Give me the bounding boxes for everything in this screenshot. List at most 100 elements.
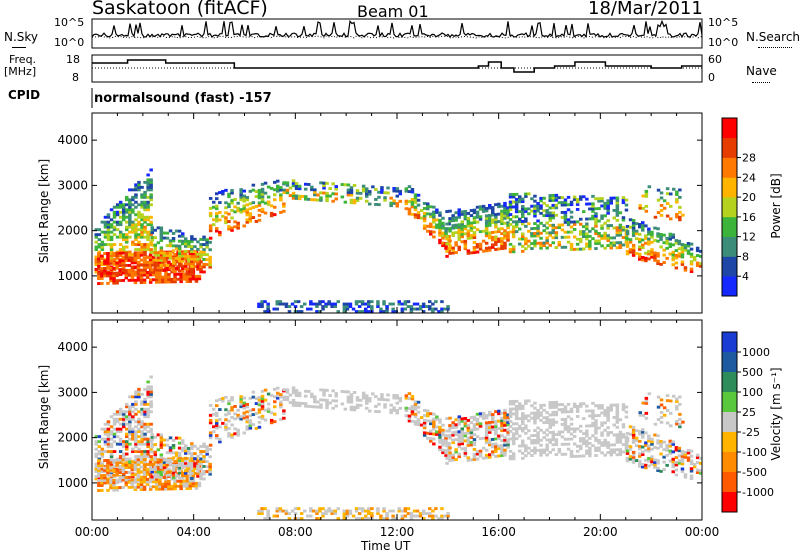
velocity-cell: [94, 475, 98, 478]
power-cell: [686, 249, 691, 253]
power-cell: [336, 310, 340, 313]
power-cell: [275, 300, 279, 304]
power-cell: [134, 223, 138, 227]
velocity-cell: [545, 443, 549, 447]
power-cell: [560, 235, 565, 239]
velocity-cell: [140, 425, 144, 429]
velocity-cell: [153, 460, 157, 464]
power-cell: [475, 228, 480, 232]
velocity-cell: [97, 457, 102, 461]
velocity-cell: [539, 443, 543, 447]
velocity-cell: [659, 445, 663, 448]
power-cell: [224, 201, 228, 205]
velocity-cell: [659, 416, 664, 419]
power-cell: [248, 189, 253, 193]
velocity-cell: [143, 415, 147, 419]
power-cell: [349, 186, 354, 190]
power-cell: [165, 256, 170, 260]
velocity-cell: [115, 481, 119, 485]
power-cell: [325, 196, 329, 200]
velocity-cell: [121, 478, 125, 482]
plot-title: Saskatoon (fitACF): [92, 0, 268, 19]
velocity-cell: [413, 405, 418, 409]
velocity-cell: [416, 400, 421, 404]
power-cell: [106, 261, 110, 265]
power-cell: [137, 233, 141, 237]
velocity-cell: [674, 461, 679, 464]
velocity-cell: [149, 392, 153, 396]
velocity-cell: [545, 418, 549, 422]
power-cell: [463, 210, 468, 213]
power-cell: [484, 216, 489, 220]
power-cell: [184, 262, 188, 266]
velocity-cell: [563, 427, 568, 431]
power-cell: [193, 255, 197, 259]
velocity-cell: [146, 395, 150, 399]
velocity-cell: [530, 404, 534, 408]
velocity-cell: [669, 411, 673, 415]
velocity-cell: [131, 475, 135, 478]
power-cell: [153, 261, 157, 264]
velocity-cell: [94, 447, 98, 451]
velocity-cell: [445, 449, 449, 453]
power-cell: [124, 271, 128, 275]
velocity-cell: [158, 480, 162, 484]
power-cell: [398, 199, 402, 203]
velocity-cell: [142, 485, 147, 489]
velocity-cell: [457, 442, 461, 446]
velocity-cell: [97, 450, 102, 453]
power-cell: [618, 226, 623, 230]
power-cell: [374, 188, 378, 191]
velocity-cell: [118, 412, 123, 416]
power-cell: [321, 305, 325, 308]
x-tick-label: 20:00: [583, 525, 618, 539]
velocity-cell: [112, 468, 116, 472]
velocity-cell: [155, 477, 159, 481]
velocity-cell: [106, 432, 111, 436]
power-cell: [588, 239, 592, 243]
velocity-cell: [242, 404, 246, 407]
velocity-cell: [699, 461, 703, 465]
velocity-cell: [168, 473, 173, 477]
velocity-cell: [438, 418, 442, 422]
velocity-cell: [451, 426, 455, 430]
velocity-cell: [644, 396, 649, 400]
power-cell: [282, 191, 287, 194]
power-cell: [354, 300, 359, 304]
power-cell: [266, 307, 270, 311]
power-cell: [128, 225, 132, 229]
power-cell: [158, 273, 162, 277]
power-cell: [650, 233, 654, 237]
velocity-cell: [389, 408, 393, 412]
velocity-cell: [644, 431, 648, 435]
colorbar-frame: [721, 117, 738, 297]
velocity-cell: [239, 417, 243, 421]
power-cell: [139, 278, 144, 282]
velocity-cell: [257, 425, 262, 429]
velocity-cell: [218, 398, 222, 401]
power-cell: [109, 218, 114, 222]
power-cell: [162, 269, 167, 272]
velocity-cell: [518, 427, 522, 431]
velocity-cell: [524, 446, 528, 450]
colorbar-tick-label: 25: [742, 406, 756, 419]
velocity-cell: [146, 415, 150, 419]
power-cell: [389, 201, 393, 205]
power-cell: [508, 193, 513, 196]
power-cell: [322, 191, 326, 195]
power-cell: [634, 232, 639, 236]
power-cell: [434, 300, 438, 304]
power-cell: [653, 258, 657, 262]
velocity-cell: [179, 482, 183, 486]
power-cell: [394, 310, 398, 313]
velocity-cell: [695, 453, 700, 457]
power-cell: [545, 214, 549, 217]
velocity-cell: [318, 507, 322, 511]
velocity-cell: [386, 398, 390, 402]
power-cell: [428, 300, 432, 304]
power-cell: [156, 266, 161, 270]
velocity-cell: [457, 452, 461, 456]
velocity-cell: [579, 437, 583, 441]
velocity-cell: [153, 455, 157, 459]
velocity-cell: [475, 427, 480, 431]
